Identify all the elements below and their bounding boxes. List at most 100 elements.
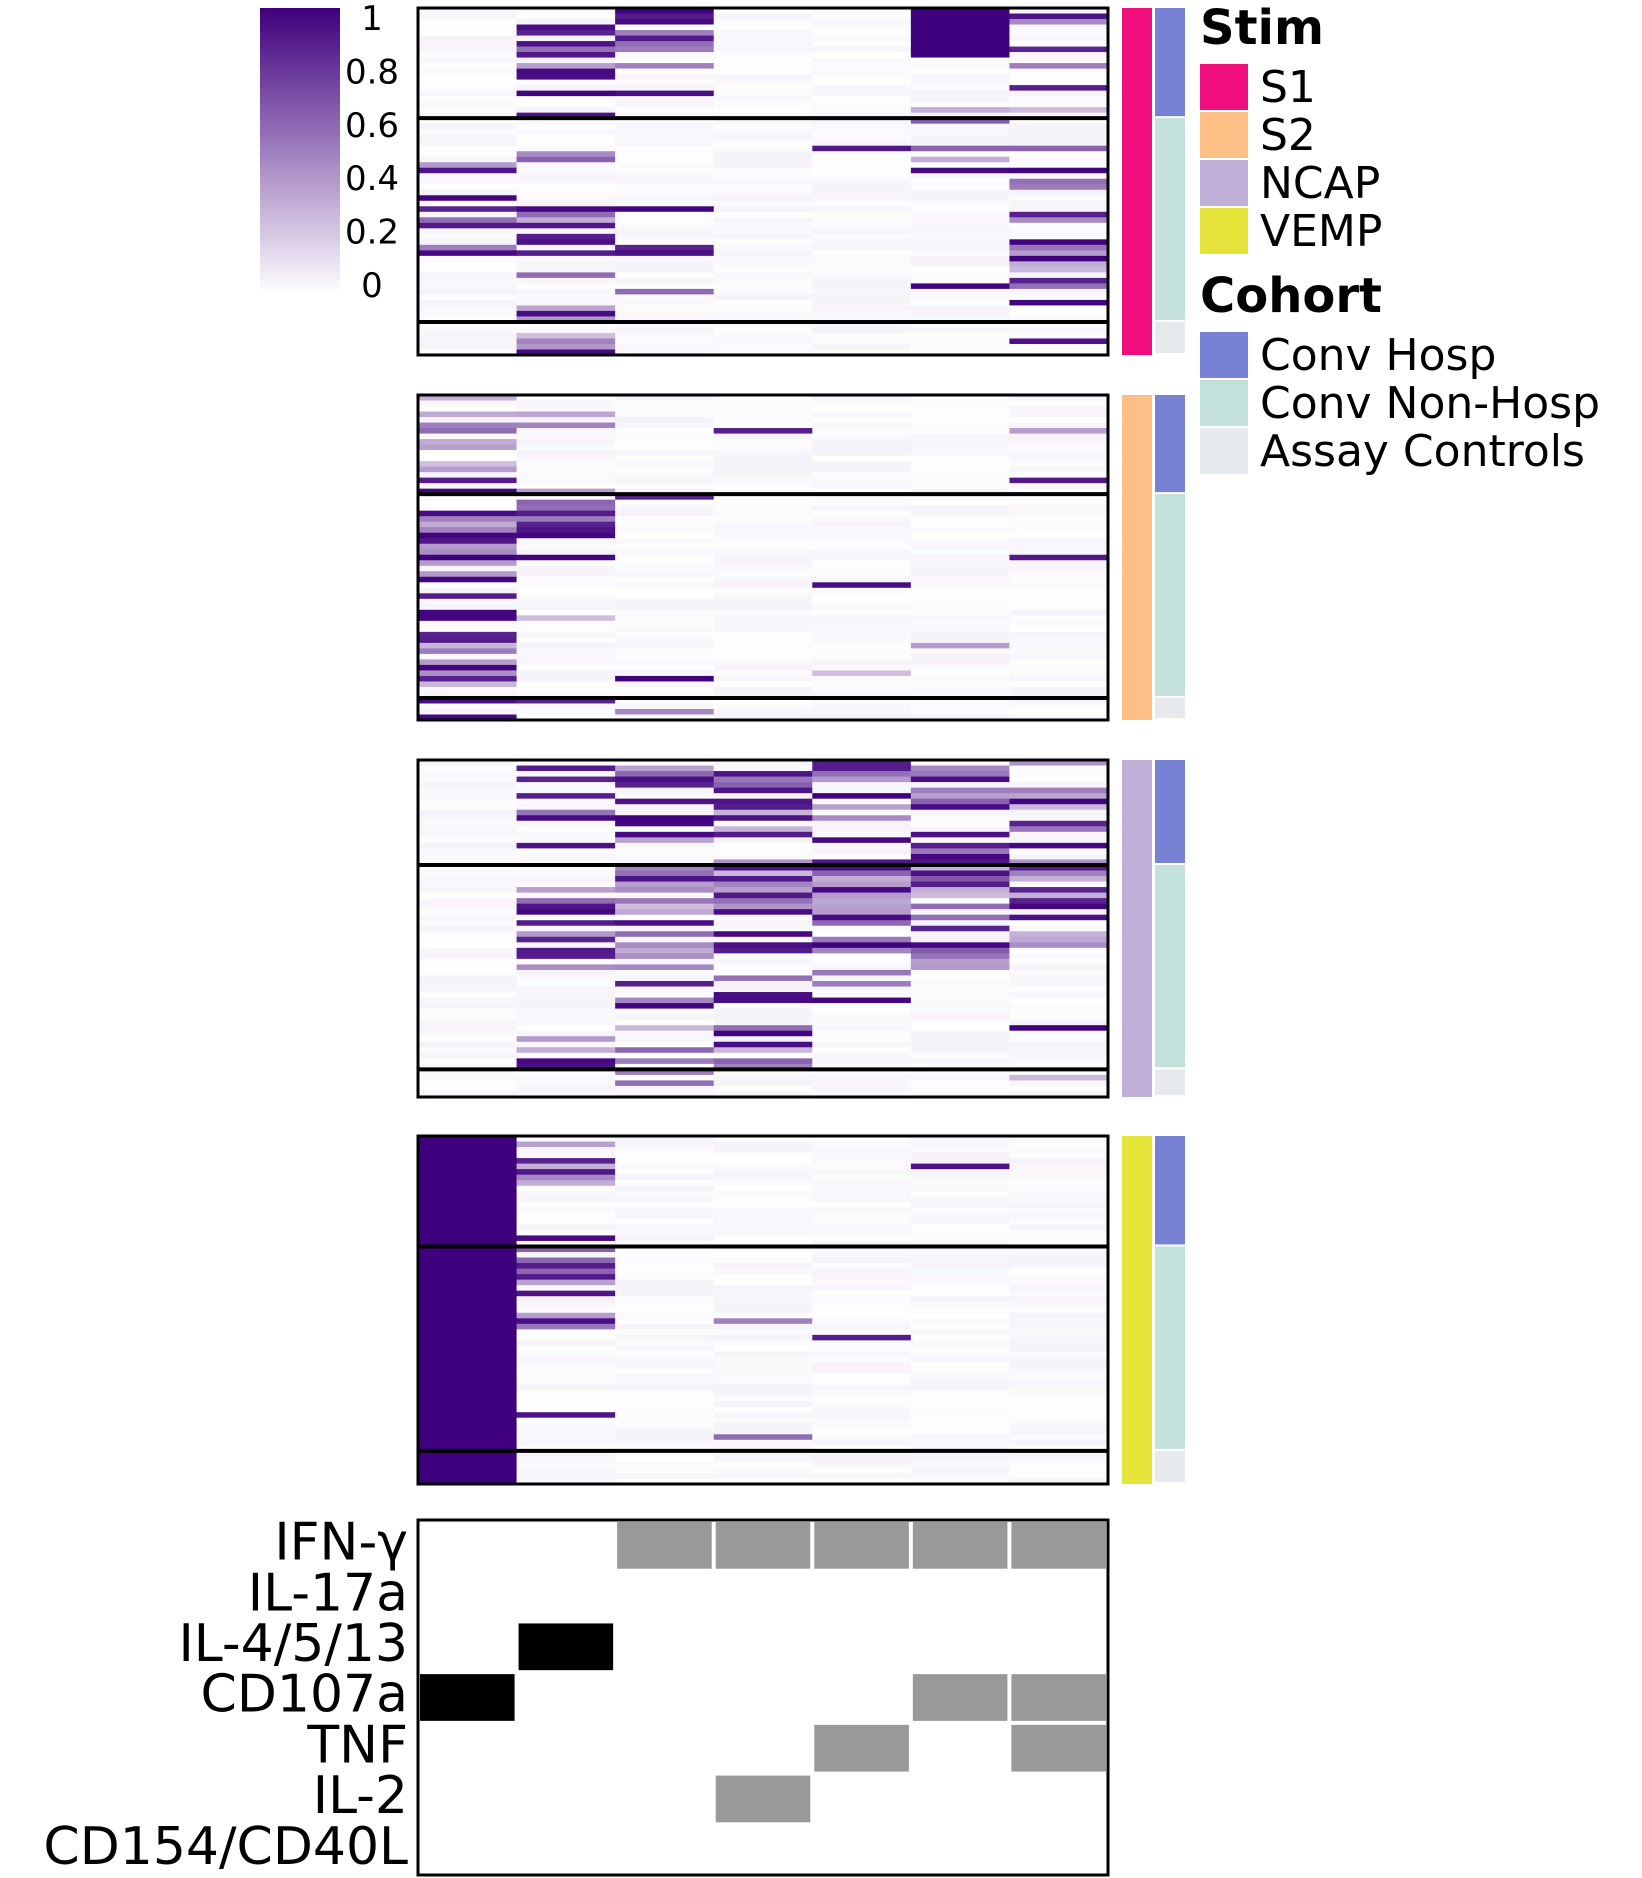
heatmap-cell [812,30,912,37]
heatmap-cell [1009,1384,1109,1391]
heatmap-cell [812,538,912,545]
heatmap-cell [1009,1147,1109,1154]
heatmap-cell [418,316,518,323]
heatmap-cell [910,455,1010,462]
heatmap-cell [812,35,912,42]
heatmap-cell [812,898,912,905]
heatmap-cell [516,178,616,185]
heatmap-cell [516,406,616,413]
heatmap-cell [713,1312,813,1319]
heatmap-cell [418,898,518,905]
heatmap-cell [812,980,912,988]
heatmap-cell [418,920,518,927]
heatmap-cell [615,13,715,20]
heatmap-cell [812,189,912,196]
heatmap-cell [713,1450,813,1457]
heatmap-cell [812,1478,912,1485]
heatmap-cell [516,211,616,218]
heatmap-cell [418,13,518,20]
heatmap-cell [812,986,912,993]
heatmap-cell [910,809,1010,816]
heatmap-cell [418,1163,518,1170]
heatmap-cell [1009,349,1109,356]
heatmap-cell [516,461,616,468]
heatmap-cell [418,1235,518,1242]
heatmap-cell [1009,118,1109,125]
heatmap-cell [1009,609,1109,616]
heatmap-cell [812,664,912,671]
heatmap-cell [713,477,813,484]
heatmap-cell [812,681,912,688]
heatmap-cell [812,675,912,682]
heatmap-cell [418,1456,518,1463]
heatmap-cell [418,1312,518,1319]
heatmap-cell [418,1036,518,1043]
heatmap-cell [418,1185,518,1192]
heatmap-cell [713,1185,813,1192]
heatmap-cell [910,52,1010,59]
heatmap-cell [812,195,912,202]
heatmap-cell [615,294,715,301]
heatmap-cell [713,189,813,196]
heatmap-cell [615,798,715,805]
heatmap-cell [910,1478,1010,1485]
heatmap-cell [615,604,715,611]
heatmap-cell [615,1207,715,1214]
heatmap-cell [516,703,616,710]
heatmap-cell [516,118,616,125]
heatmap-cell [713,936,813,943]
heatmap-cell [516,140,616,147]
heatmap-cell [418,686,518,693]
heatmap-cell [418,964,518,971]
heatmap-cell [418,925,518,932]
heatmap-cell [713,1439,813,1446]
heatmap-cell [418,422,518,429]
heatmap-cell [812,820,912,827]
heatmap-cell [516,1207,616,1214]
heatmap-cell [615,217,715,224]
heatmap-cell [713,79,813,86]
heatmap-cell [615,1069,715,1076]
heatmap-cell [812,1285,912,1292]
heatmap-cell [713,626,813,633]
heatmap-cell [516,1080,616,1087]
heatmap-cell [418,250,518,257]
heatmap-cell [910,1340,1010,1347]
heatmap-cell [910,439,1010,446]
heatmap-cell [516,1445,616,1452]
heatmap-cell [516,233,616,240]
heatmap-cell [1009,1439,1109,1446]
heatmap-cell [713,958,813,965]
stim-annotation-bar [1122,8,1152,355]
heatmap-cell [615,992,715,999]
heatmap-cell [910,35,1010,42]
heatmap-cell [418,68,518,75]
heatmap-cell [1009,631,1109,638]
heatmap-cell [910,587,1010,594]
heatmap-cell [418,820,518,827]
heatmap-cell [713,898,813,905]
heatmap-cell [615,1406,715,1413]
heatmap-cell [418,975,518,982]
heatmap-cell [713,975,813,982]
heatmap-cell [1009,428,1109,435]
heatmap-cell [418,521,518,528]
heatmap-cell [418,1196,518,1203]
heatmap-cell [713,433,813,440]
heatmap-cell [516,664,616,671]
heatmap-cell [1009,1246,1109,1253]
heatmap-cell [615,1080,715,1087]
heatmap-cell [812,881,912,888]
heatmap-cell [910,1213,1010,1220]
marker-cell [1011,1674,1106,1721]
heatmap-cell [418,1401,518,1408]
heatmap-cell [615,1191,715,1198]
heatmap-cell [713,228,813,235]
heatmap-cell [713,1290,813,1297]
heatmap-cell [713,853,813,860]
heatmap-cell [812,964,912,971]
heatmap-cell [418,1047,518,1054]
heatmap-cell [812,510,912,517]
heatmap-cell [516,925,616,932]
heatmap-cell [516,609,616,616]
